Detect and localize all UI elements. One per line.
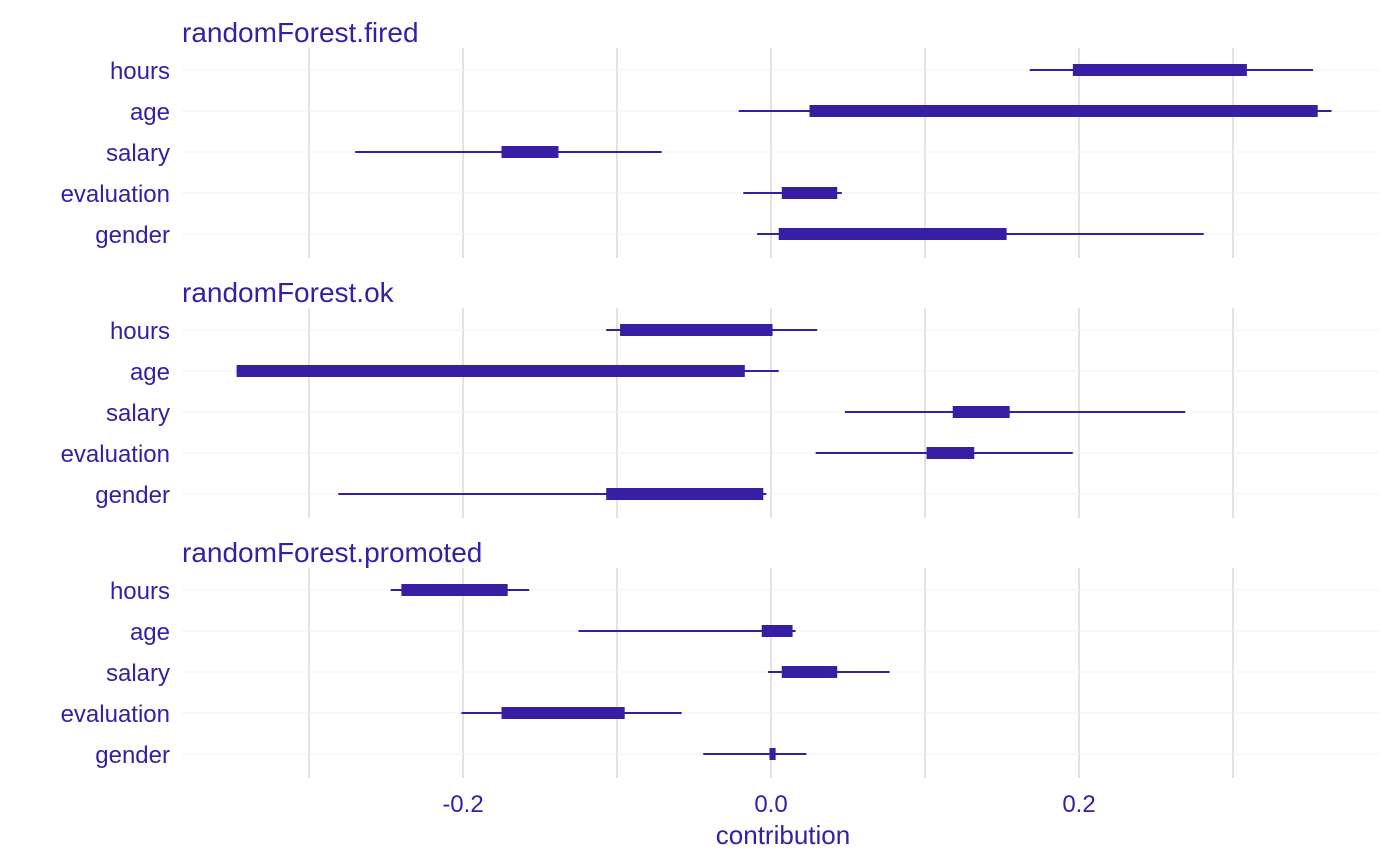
row-label: evaluation (61, 441, 170, 468)
row-label: hours (110, 318, 170, 345)
row-label: age (130, 99, 170, 126)
row-label: evaluation (61, 181, 170, 208)
row-label: gender (95, 742, 170, 769)
row-label: hours (110, 578, 170, 605)
box-hours (1072, 64, 1247, 76)
row-label: age (130, 619, 170, 646)
panel-title: randomForest.promoted (182, 537, 482, 568)
box-salary (781, 666, 838, 678)
box-evaluation (926, 447, 975, 459)
labels-layer: randomForest.fired hours age salary evaluati… (61, 17, 1096, 818)
panel-title: randomForest.ok (182, 277, 395, 308)
row-label: hours (110, 58, 170, 85)
x-tick-label: 0.0 (754, 791, 787, 818)
row-label: salary (106, 140, 170, 167)
box-age (809, 105, 1318, 117)
row-label: salary (106, 400, 170, 427)
box-salary (952, 406, 1010, 418)
box-gender (778, 228, 1007, 240)
row-label: age (130, 359, 170, 386)
box-gender (769, 748, 776, 760)
row-label: gender (95, 482, 170, 509)
box-age (761, 625, 793, 637)
x-tick-label: -0.2 (442, 791, 483, 818)
row-label: evaluation (61, 701, 170, 728)
x-tick-label: 0.2 (1062, 791, 1095, 818)
box-hours (401, 584, 508, 596)
x-axis-label: contribution (716, 820, 850, 850)
box-salary (501, 146, 559, 158)
grid-layer (182, 48, 1380, 778)
box-evaluation (501, 707, 625, 719)
panel-title: randomForest.fired (182, 17, 419, 48)
box-evaluation (781, 187, 838, 199)
box-age (236, 365, 745, 377)
marks-layer (236, 64, 1332, 760)
row-label: salary (106, 660, 170, 687)
box-hours (620, 324, 773, 336)
row-label: gender (95, 222, 170, 249)
box-gender (606, 488, 764, 500)
